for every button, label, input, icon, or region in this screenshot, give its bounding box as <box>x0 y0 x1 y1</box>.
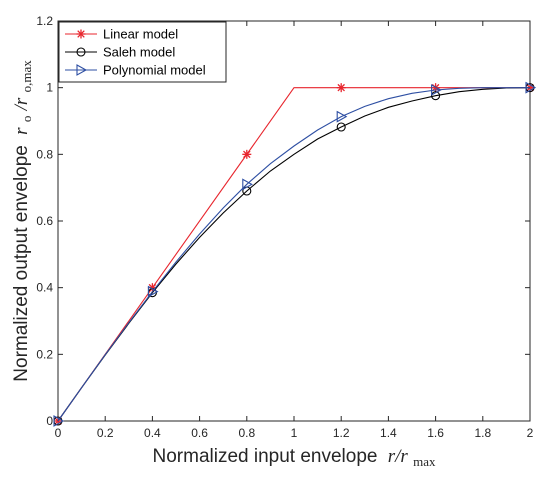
x-tick-label: 1.8 <box>474 426 491 440</box>
asterisk-stroke <box>148 283 157 292</box>
data-point <box>336 83 346 93</box>
legend-item: Linear model <box>65 27 178 42</box>
y-tick-label: 0 <box>46 414 53 428</box>
x-tick-label: 2 <box>527 426 534 440</box>
legend-marker <box>76 29 86 39</box>
y-tick-label: 0.2 <box>36 347 53 361</box>
x-axis-label-math-sub: max <box>413 454 436 469</box>
data-point <box>336 122 346 132</box>
data-point <box>431 84 442 96</box>
series-layer <box>53 81 537 427</box>
data-point <box>431 91 441 101</box>
y-tick-label: 0.4 <box>36 281 53 295</box>
y-axis-label-math-sub2: o,max <box>19 60 34 93</box>
asterisk-stroke <box>337 83 345 92</box>
y-tick-label: 1 <box>46 81 53 95</box>
y-axis-label-math: r <box>11 127 32 135</box>
x-tick-label: 0 <box>55 426 62 440</box>
x-axis-label: Normalized input envelope r/r max <box>153 446 436 469</box>
legend-label: Linear model <box>103 27 178 42</box>
series-line <box>57 87 530 422</box>
y-axis-label-math-sub1: o <box>19 116 34 123</box>
data-point <box>147 285 159 298</box>
x-tick-label: 1.2 <box>333 426 350 440</box>
x-tick-label: 0.2 <box>97 426 114 440</box>
y-tick-label: 0.6 <box>36 214 53 228</box>
y-axis-ticks: 0 0.2 0.4 0.6 0.8 1 1.2 <box>36 14 530 428</box>
asterisk-stroke <box>243 150 251 159</box>
data-point <box>53 415 65 427</box>
legend-marker <box>76 64 88 76</box>
data-point <box>525 81 537 94</box>
legend-item: Saleh model <box>65 45 175 60</box>
series-line <box>57 87 530 422</box>
x-tick-label: 0.8 <box>238 426 255 440</box>
asterisk-stroke <box>77 30 85 38</box>
x-axis-label-math: r/r <box>388 446 409 467</box>
legend: Linear model Saleh model Polynomial model <box>58 21 227 83</box>
x-tick-label: 0.4 <box>144 426 161 440</box>
y-tick-label: 1.2 <box>36 14 53 28</box>
series-2 <box>53 81 537 427</box>
y-axis-label-math-mid: /r <box>11 97 32 111</box>
data-point <box>336 110 348 123</box>
x-tick-label: 0.6 <box>191 426 208 440</box>
x-axis-ticks: 0 0.2 0.4 0.6 0.8 1 1.2 1.4 1.6 1.8 2 <box>55 21 534 440</box>
y-tick-label: 0.8 <box>36 147 53 161</box>
x-tick-label: 1.4 <box>380 426 397 440</box>
legend-label: Polynomial model <box>103 63 206 78</box>
x-tick-label: 1 <box>291 426 298 440</box>
x-tick-label: 1.6 <box>427 426 444 440</box>
legend-marker <box>76 47 86 57</box>
legend-label: Saleh model <box>103 45 175 60</box>
x-axis-label-text: Normalized input envelope <box>153 446 378 467</box>
data-point <box>242 149 252 159</box>
y-axis-label: Normalized output envelope r o /r o,max <box>11 60 36 382</box>
y-axis-label-text: Normalized output envelope <box>11 145 32 382</box>
data-point <box>242 178 253 191</box>
legend-item: Polynomial model <box>65 63 206 78</box>
